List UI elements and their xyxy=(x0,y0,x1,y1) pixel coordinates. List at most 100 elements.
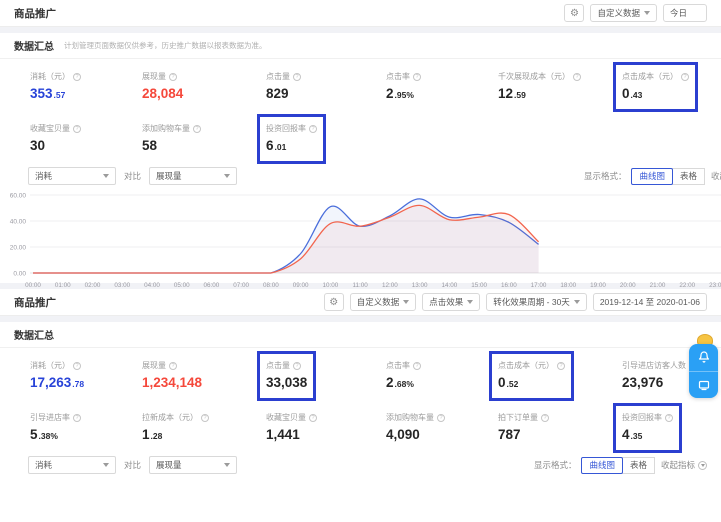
metric-label: 点击率? xyxy=(386,71,421,82)
info-icon[interactable]: ? xyxy=(573,72,581,81)
metric-label: 消耗（元）? xyxy=(30,71,81,82)
vs-label: 对比 xyxy=(124,171,142,181)
metric-select-value: 消耗 xyxy=(35,460,53,470)
metric-label: 引导进店率? xyxy=(30,412,81,423)
collapse-metrics-link[interactable]: 收起指标 xyxy=(661,459,707,471)
chevron-down-icon xyxy=(224,174,231,178)
highlighted-metric: 点击成本（元）? 0.43 xyxy=(613,62,698,112)
panel2-chart-controls: 消耗 对比 展现量 显示格式： 曲线图 表格 收起指标 xyxy=(0,454,721,476)
display-format-option-selected[interactable]: 曲线图 xyxy=(631,167,673,185)
svg-text:09:00: 09:00 xyxy=(293,282,309,289)
svg-text:22:00: 22:00 xyxy=(679,282,695,289)
metric-cell: 点击量? 829 xyxy=(266,71,386,103)
chevron-down-icon xyxy=(644,11,650,15)
settings-button[interactable]: ⚙ xyxy=(564,4,585,22)
highlighted-metric: 点击量? 33,038 xyxy=(256,351,317,401)
info-icon[interactable]: ? xyxy=(73,361,81,370)
panel2-title: 商品推广 xyxy=(14,296,56,309)
info-icon[interactable]: ? xyxy=(413,72,421,81)
svg-text:01:00: 01:00 xyxy=(55,282,71,289)
info-icon[interactable]: ? xyxy=(201,413,209,422)
date-picker-value: 今日 xyxy=(670,8,688,18)
chevron-circle-icon xyxy=(698,460,707,470)
metric-value: 4,090 xyxy=(386,427,420,442)
highlighted-metric: 投资回报率? 6.01 xyxy=(257,114,326,164)
info-icon[interactable]: ? xyxy=(293,361,301,370)
metric-label: 展现量? xyxy=(142,71,183,82)
info-icon[interactable]: ? xyxy=(309,124,317,133)
metric-label: 点击成本（元）? xyxy=(622,71,689,82)
metric-value: 1,441 xyxy=(266,427,300,442)
info-icon[interactable]: ? xyxy=(413,361,421,370)
date-range-picker[interactable]: 2019-12-14 至 2020-01-06 xyxy=(592,293,707,311)
metric-value: 4.35 xyxy=(622,427,643,442)
customize-data-dropdown[interactable]: 自定义数据 xyxy=(349,293,417,311)
compare-select[interactable]: 展现量 xyxy=(149,456,238,474)
svg-text:40.00: 40.00 xyxy=(10,219,27,226)
info-icon[interactable]: ? xyxy=(437,413,445,422)
metric-label: 拉新成本（元）? xyxy=(142,412,209,423)
chevron-down-icon xyxy=(403,300,410,304)
metric-label: 拍下订单量? xyxy=(498,412,549,423)
svg-text:0.00: 0.00 xyxy=(13,271,26,278)
settings-button[interactable]: ⚙ xyxy=(323,293,344,311)
metric-select[interactable]: 消耗 xyxy=(28,456,116,474)
svg-text:18:00: 18:00 xyxy=(560,282,576,289)
metric-label: 收藏宝贝量? xyxy=(266,412,317,423)
info-icon[interactable]: ? xyxy=(557,361,565,370)
metric-cell: 点击率? 2.95% xyxy=(386,71,498,103)
summary-header: 数据汇总 计划管理页面数据仅供参考，历史推广数据以报表数据为准。 xyxy=(0,33,721,59)
info-icon[interactable]: ? xyxy=(293,72,301,81)
svg-text:06:00: 06:00 xyxy=(204,282,220,289)
customize-data-dropdown[interactable]: 自定义数据 xyxy=(590,4,657,22)
info-icon[interactable]: ? xyxy=(169,72,177,81)
display-format-option-button[interactable]: 表格 xyxy=(671,167,705,185)
metric-cell: 消耗（元）? 353.57 xyxy=(30,71,142,103)
notification-button[interactable] xyxy=(689,344,718,371)
metric-value: 353.57 xyxy=(30,86,66,101)
metric-cell: 拍下订单量? 787 xyxy=(498,412,622,444)
metric-value: 30 xyxy=(30,138,46,153)
display-format-option-button[interactable]: 表格 xyxy=(621,456,655,474)
metric-cell: 添加购物车量? 4,090 xyxy=(386,412,498,444)
svg-text:10:00: 10:00 xyxy=(323,282,339,289)
trend-chart[interactable]: 0.00 20.00 40.00 60.00 00:00 01:00 02:00 03:00 0… xyxy=(0,187,721,305)
svg-text:14:00: 14:00 xyxy=(441,282,457,289)
info-icon[interactable]: ? xyxy=(665,413,673,422)
panel1-metrics-grid: 消耗（元）? 353.57 展现量? 28,084 点击量? 829 点击率? 2.95% 千次… xyxy=(0,59,721,165)
display-format-segmented: 曲线图 表格 xyxy=(631,167,705,185)
svg-text:00:00: 00:00 xyxy=(25,282,41,289)
info-icon[interactable]: ? xyxy=(193,124,201,133)
conversion-cycle-dropdown[interactable]: 转化效果周期 - 30天 xyxy=(486,293,587,311)
conversion-cycle-label: 转化效果周期 - 30天 xyxy=(493,297,570,307)
collapse-metrics-link[interactable]: 收起指标 xyxy=(711,170,721,182)
info-icon[interactable]: ? xyxy=(73,413,81,422)
customize-data-label: 自定义数据 xyxy=(597,8,640,18)
display-format-label: 显示格式： xyxy=(583,171,627,181)
info-icon[interactable]: ? xyxy=(73,124,81,133)
info-icon[interactable]: ? xyxy=(681,72,689,81)
metric-cell: 投资回报率? 6.01 xyxy=(257,114,386,164)
metric-value: 1.28 xyxy=(142,427,163,442)
svg-text:15:00: 15:00 xyxy=(471,282,487,289)
chat-button[interactable] xyxy=(689,370,718,399)
date-picker[interactable]: 今日 xyxy=(663,4,707,22)
svg-text:07:00: 07:00 xyxy=(233,282,249,289)
info-icon[interactable]: ? xyxy=(541,413,549,422)
metric-value: 28,084 xyxy=(142,86,184,101)
svg-text:08:00: 08:00 xyxy=(263,282,279,289)
compare-select[interactable]: 展现量 xyxy=(149,167,238,185)
info-icon[interactable]: ? xyxy=(169,361,177,370)
chevron-down-icon xyxy=(224,463,231,467)
click-effect-dropdown[interactable]: 点击效果 xyxy=(422,293,481,311)
chevron-down-icon xyxy=(573,300,580,304)
info-icon[interactable]: ? xyxy=(309,413,317,422)
metric-select[interactable]: 消耗 xyxy=(28,167,116,185)
panel2-header: 商品推广 ⚙ 自定义数据 点击效果 转化效果周期 - 30天 2019-12-1… xyxy=(0,289,721,316)
display-format-option-selected[interactable]: 曲线图 xyxy=(581,456,623,474)
panel1-title: 商品推广 xyxy=(14,7,56,20)
gear-icon: ⚙ xyxy=(570,7,579,19)
svg-text:13:00: 13:00 xyxy=(412,282,428,289)
compare-select-value: 展现量 xyxy=(156,171,182,181)
info-icon[interactable]: ? xyxy=(73,72,81,81)
